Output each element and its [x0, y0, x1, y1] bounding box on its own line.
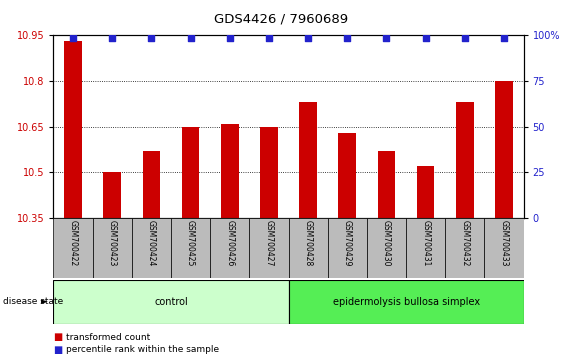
Bar — [221, 124, 239, 218]
Text: transformed count: transformed count — [66, 332, 150, 342]
Point — [186, 35, 195, 41]
Text: control: control — [154, 297, 188, 307]
Bar — [210, 218, 249, 278]
Bar — [378, 151, 395, 218]
Bar — [484, 218, 524, 278]
Text: GSM700433: GSM700433 — [499, 220, 508, 267]
Point — [225, 35, 234, 41]
Bar — [132, 218, 171, 278]
Bar — [495, 81, 513, 218]
Text: GSM700427: GSM700427 — [265, 220, 274, 267]
Bar — [142, 151, 160, 218]
Bar — [249, 218, 288, 278]
Text: GSM700423: GSM700423 — [108, 220, 117, 267]
Text: GSM700428: GSM700428 — [303, 220, 312, 266]
Point — [265, 35, 274, 41]
Bar — [53, 280, 288, 324]
Point — [108, 35, 117, 41]
Text: ►: ► — [41, 297, 48, 306]
Bar — [182, 126, 199, 218]
Point — [382, 35, 391, 41]
Text: epidermolysis bullosa simplex: epidermolysis bullosa simplex — [333, 297, 480, 307]
Text: GDS4426 / 7960689: GDS4426 / 7960689 — [215, 12, 348, 25]
Point — [461, 35, 470, 41]
Bar — [93, 218, 132, 278]
Text: GSM700426: GSM700426 — [225, 220, 234, 267]
Bar — [338, 133, 356, 218]
Text: GSM700430: GSM700430 — [382, 220, 391, 267]
Bar — [445, 218, 484, 278]
Bar — [104, 172, 121, 218]
Point — [343, 35, 352, 41]
Bar — [367, 218, 406, 278]
Text: GSM700425: GSM700425 — [186, 220, 195, 267]
Point — [69, 35, 78, 41]
Point — [499, 35, 508, 41]
Bar — [406, 218, 445, 278]
Text: GSM700429: GSM700429 — [343, 220, 352, 267]
Point — [303, 35, 312, 41]
Text: GSM700431: GSM700431 — [421, 220, 430, 267]
Text: GSM700432: GSM700432 — [461, 220, 470, 267]
Bar — [417, 166, 435, 218]
Bar — [288, 280, 524, 324]
Text: disease state: disease state — [3, 297, 63, 306]
Bar — [288, 218, 328, 278]
Text: GSM700422: GSM700422 — [69, 220, 78, 266]
Text: ■: ■ — [53, 332, 62, 342]
Point — [147, 35, 156, 41]
Text: ■: ■ — [53, 345, 62, 354]
Bar — [171, 218, 210, 278]
Bar — [260, 126, 278, 218]
Bar — [53, 218, 93, 278]
Bar — [64, 41, 82, 218]
Bar — [456, 102, 473, 218]
Text: GSM700424: GSM700424 — [147, 220, 156, 267]
Text: percentile rank within the sample: percentile rank within the sample — [66, 345, 219, 354]
Point — [421, 35, 430, 41]
Bar — [300, 102, 317, 218]
Bar — [328, 218, 367, 278]
